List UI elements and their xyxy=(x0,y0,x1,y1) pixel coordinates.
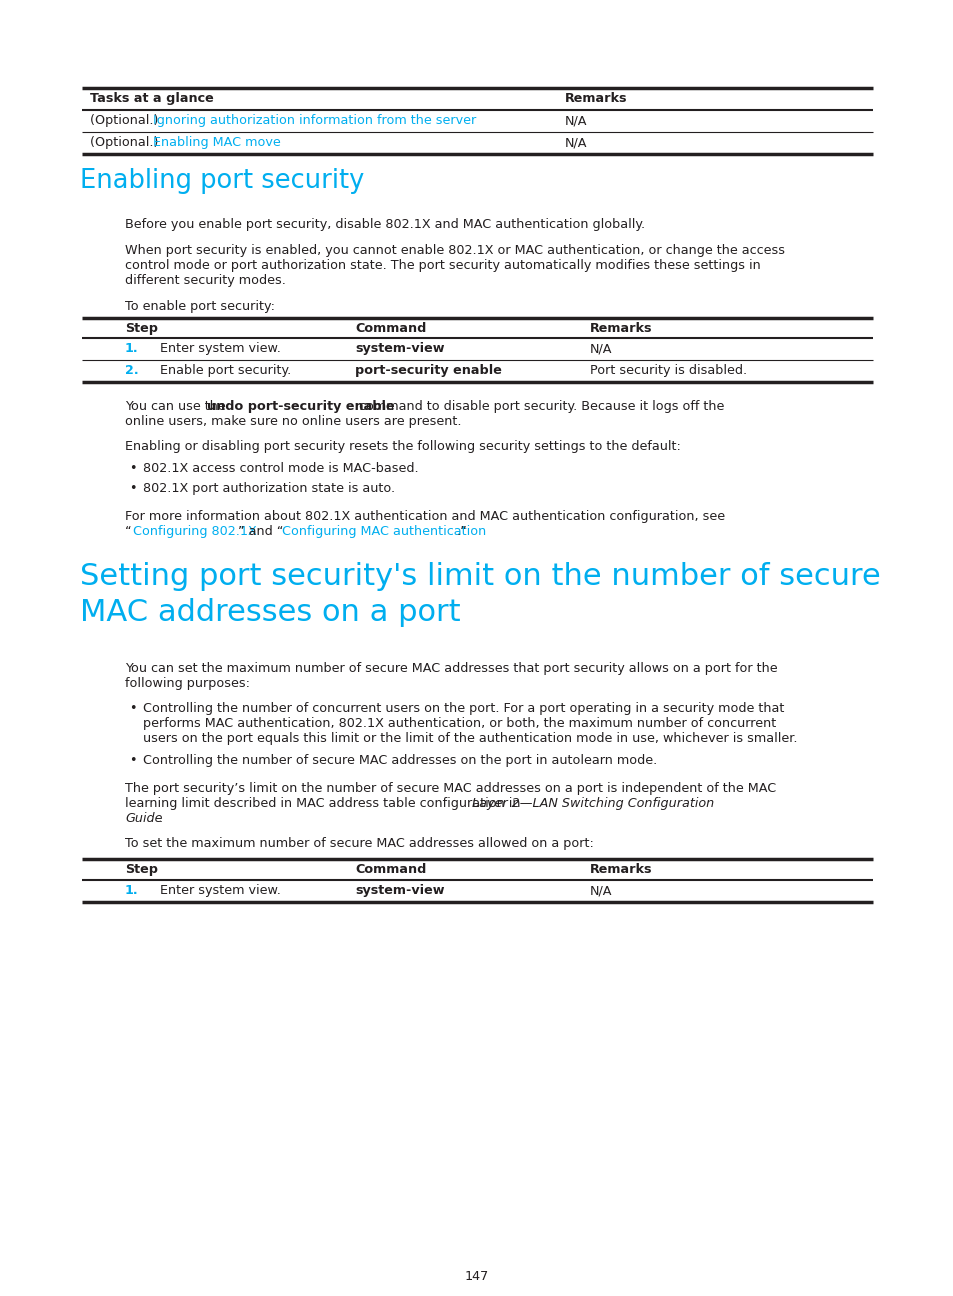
Text: Port security is disabled.: Port security is disabled. xyxy=(589,364,746,377)
Text: 1.: 1. xyxy=(125,884,138,897)
Text: (Optional.): (Optional.) xyxy=(90,136,162,149)
Text: 802.1X port authorization state is auto.: 802.1X port authorization state is auto. xyxy=(143,482,395,495)
Text: .”: .” xyxy=(456,525,467,538)
Text: MAC addresses on a port: MAC addresses on a port xyxy=(80,597,460,627)
Text: N/A: N/A xyxy=(589,342,612,355)
Text: To enable port security:: To enable port security: xyxy=(125,299,274,314)
Text: online users, make sure no online users are present.: online users, make sure no online users … xyxy=(125,415,461,428)
Text: Command: Command xyxy=(355,321,426,334)
Text: Remarks: Remarks xyxy=(589,321,652,334)
Text: The port security’s limit on the number of secure MAC addresses on a port is ind: The port security’s limit on the number … xyxy=(125,781,776,794)
Text: 147: 147 xyxy=(464,1270,489,1283)
Text: Ignoring authorization information from the server: Ignoring authorization information from … xyxy=(152,114,476,127)
Text: Enable port security.: Enable port security. xyxy=(160,364,291,377)
Text: Tasks at a glance: Tasks at a glance xyxy=(90,92,213,105)
Text: To set the maximum number of secure MAC addresses allowed on a port:: To set the maximum number of secure MAC … xyxy=(125,837,594,850)
Text: system-view: system-view xyxy=(355,884,444,897)
Text: •: • xyxy=(129,482,136,495)
Text: •: • xyxy=(129,754,136,767)
Text: control mode or port authorization state. The port security automatically modifi: control mode or port authorization state… xyxy=(125,259,760,272)
Text: Enabling or disabling port security resets the following security settings to th: Enabling or disabling port security rese… xyxy=(125,441,680,454)
Text: users on the port equals this limit or the limit of the authentication mode in u: users on the port equals this limit or t… xyxy=(143,732,797,745)
Text: different security modes.: different security modes. xyxy=(125,273,286,286)
Text: port-security enable: port-security enable xyxy=(355,364,501,377)
Text: Enter system view.: Enter system view. xyxy=(160,342,280,355)
Text: Before you enable port security, disable 802.1X and MAC authentication globally.: Before you enable port security, disable… xyxy=(125,218,644,231)
Text: following purposes:: following purposes: xyxy=(125,677,250,689)
Text: N/A: N/A xyxy=(589,884,612,897)
Text: N/A: N/A xyxy=(564,136,587,149)
Text: system-view: system-view xyxy=(355,342,444,355)
Text: Step: Step xyxy=(125,863,158,876)
Text: performs MAC authentication, 802.1X authentication, or both, the maximum number : performs MAC authentication, 802.1X auth… xyxy=(143,717,776,730)
Text: Setting port security's limit on the number of secure: Setting port security's limit on the num… xyxy=(80,562,880,591)
Text: (Optional.): (Optional.) xyxy=(90,114,162,127)
Text: Configuring 802.1X: Configuring 802.1X xyxy=(132,525,256,538)
Text: •: • xyxy=(129,702,136,715)
Text: learning limit described in MAC address table configuration in: learning limit described in MAC address … xyxy=(125,797,524,810)
Text: When port security is enabled, you cannot enable 802.1X or MAC authentication, o: When port security is enabled, you canno… xyxy=(125,244,784,257)
Text: “: “ xyxy=(125,525,132,538)
Text: Enabling port security: Enabling port security xyxy=(80,168,364,194)
Text: N/A: N/A xyxy=(564,114,587,127)
Text: undo port-security enable: undo port-security enable xyxy=(207,400,395,413)
Text: For more information about 802.1X authentication and MAC authentication configur: For more information about 802.1X authen… xyxy=(125,511,724,524)
Text: •: • xyxy=(129,461,136,476)
Text: You can use the: You can use the xyxy=(125,400,230,413)
Text: Guide: Guide xyxy=(125,813,162,826)
Text: command to disable port security. Because it logs off the: command to disable port security. Becaus… xyxy=(355,400,723,413)
Text: .: . xyxy=(159,813,163,826)
Text: Configuring MAC authentication: Configuring MAC authentication xyxy=(282,525,486,538)
Text: Step: Step xyxy=(125,321,158,334)
Text: Command: Command xyxy=(355,863,426,876)
Text: Controlling the number of concurrent users on the port. For a port operating in : Controlling the number of concurrent use… xyxy=(143,702,783,715)
Text: 802.1X access control mode is MAC-based.: 802.1X access control mode is MAC-based. xyxy=(143,461,418,476)
Text: You can set the maximum number of secure MAC addresses that port security allows: You can set the maximum number of secure… xyxy=(125,662,777,675)
Text: 2.: 2. xyxy=(125,364,138,377)
Text: ” and “: ” and “ xyxy=(237,525,283,538)
Text: Remarks: Remarks xyxy=(589,863,652,876)
Text: Layer 2—LAN Switching Configuration: Layer 2—LAN Switching Configuration xyxy=(472,797,714,810)
Text: Enter system view.: Enter system view. xyxy=(160,884,280,897)
Text: Controlling the number of secure MAC addresses on the port in autolearn mode.: Controlling the number of secure MAC add… xyxy=(143,754,657,767)
Text: Enabling MAC move: Enabling MAC move xyxy=(152,136,280,149)
Text: Remarks: Remarks xyxy=(564,92,627,105)
Text: 1.: 1. xyxy=(125,342,138,355)
